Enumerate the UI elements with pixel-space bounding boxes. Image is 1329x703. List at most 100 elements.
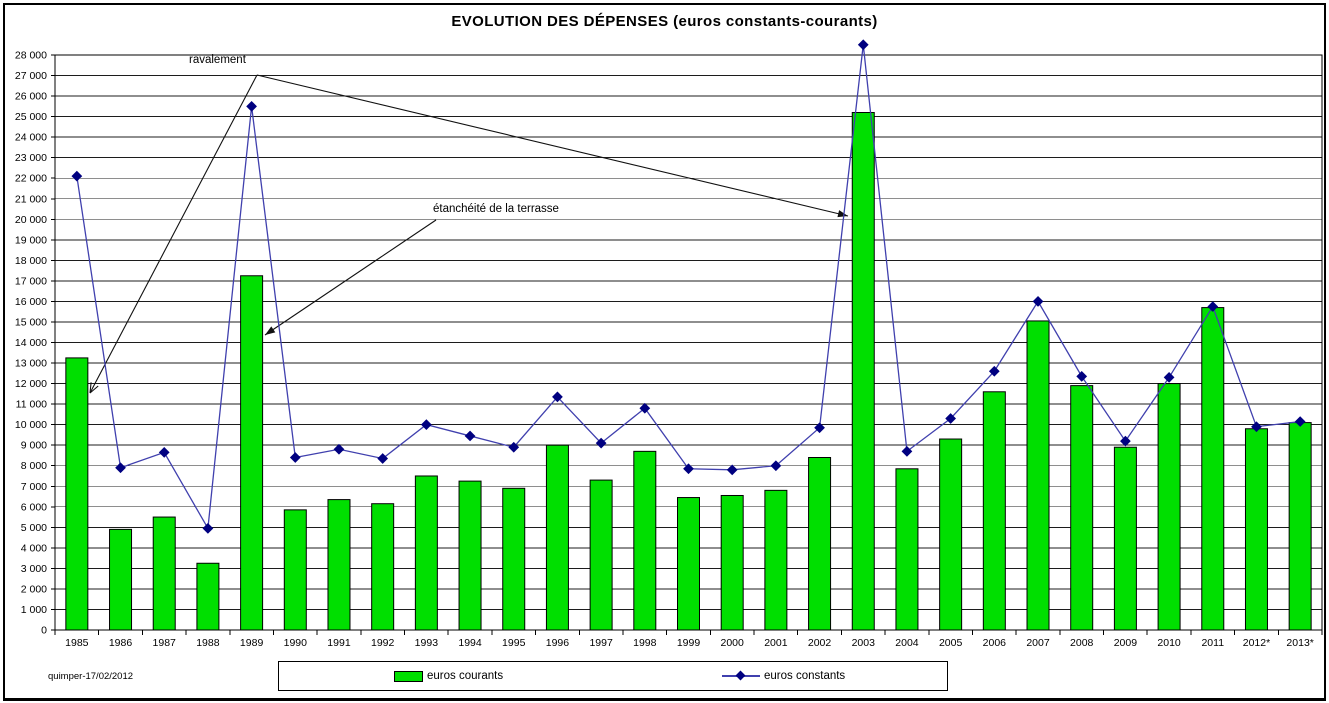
x-tick-label: 2013*	[1286, 637, 1313, 649]
x-tick-label: 1990	[284, 637, 308, 649]
y-tick-label: 25 000	[15, 111, 47, 123]
bar-1999	[677, 497, 700, 631]
x-tick-label: 2003	[852, 637, 876, 649]
marker-2010	[1163, 372, 1175, 383]
y-tick-label: 7 000	[21, 481, 47, 493]
annotation-line	[256, 74, 849, 217]
marker-1993	[420, 419, 432, 431]
y-tick-label: 2 000	[21, 583, 47, 595]
bar-2004	[895, 468, 919, 631]
arrowhead	[837, 210, 848, 218]
y-tick-label: 18 000	[15, 255, 47, 267]
x-tick-label: 1985	[65, 637, 89, 649]
bar-2001	[764, 489, 788, 631]
y-tick-label: 11 000	[16, 399, 47, 411]
x-tick-label: 2002	[808, 637, 832, 649]
bar-2003	[851, 112, 875, 631]
y-tick-label: 10 000	[15, 419, 47, 431]
y-tick-label: 21 000	[15, 193, 47, 205]
bar-2002	[808, 457, 832, 631]
y-tick-label: 17 000	[15, 275, 47, 287]
y-tick-label: 16 000	[15, 296, 47, 308]
footer-note: quimper-17/02/2012	[48, 671, 134, 682]
marker-1985	[71, 170, 83, 182]
marker-1988	[202, 522, 214, 534]
x-tick-label: 2012*	[1243, 637, 1270, 649]
x-tick-label: 1992	[371, 637, 395, 649]
x-tick-label: 2008	[1070, 637, 1094, 649]
bar-1998	[633, 450, 657, 631]
bar-2009	[1113, 446, 1137, 631]
bar-2006	[982, 391, 1006, 631]
arrowhead	[89, 382, 92, 394]
x-tick-label: 1999	[677, 637, 701, 649]
legend-item-euros-constants: euros constants	[722, 662, 845, 690]
x-tick-label: 1989	[240, 637, 264, 649]
legend-swatch-line	[722, 670, 760, 682]
marker-2004	[901, 445, 913, 457]
x-tick-label: 1994	[458, 637, 482, 649]
bar-2012*	[1244, 428, 1268, 631]
y-tick-label: 27 000	[15, 70, 47, 82]
bar-1996	[545, 444, 569, 631]
y-tick-label: 22 000	[15, 173, 47, 185]
x-tick-label: 2011	[1201, 637, 1224, 649]
y-tick-label: 6 000	[21, 501, 47, 513]
legend: euros courants euros constants	[278, 661, 948, 691]
bar-1990	[283, 509, 307, 631]
x-tick-label: 1996	[546, 637, 570, 649]
x-tick-label: 2006	[983, 637, 1007, 649]
marker-2003	[857, 39, 869, 51]
y-tick-label: 24 000	[15, 132, 47, 144]
arrowhead	[89, 385, 99, 394]
x-tick-label: 2005	[939, 637, 963, 649]
y-tick-label: 5 000	[21, 522, 47, 534]
marker-1986	[115, 462, 126, 474]
y-tick-label: 12 000	[15, 378, 47, 390]
y-tick-label: 4 000	[21, 542, 47, 554]
y-tick-label: 3 000	[21, 563, 47, 575]
arrowhead	[265, 326, 276, 335]
bar-1994	[458, 480, 482, 631]
bar-2011	[1201, 307, 1225, 631]
x-tick-label: 1993	[415, 637, 439, 649]
bar-1988	[196, 562, 220, 631]
x-tick-label: 2000	[721, 637, 745, 649]
bar-1989	[240, 275, 264, 631]
bar-1987	[152, 516, 176, 631]
x-tick-label: 2010	[1157, 637, 1181, 649]
legend-label-euros-constants: euros constants	[764, 670, 846, 682]
marker-1992	[377, 453, 389, 464]
y-tick-label: 15 000	[15, 316, 47, 328]
bar-1986	[109, 528, 133, 631]
x-tick-label: 1988	[196, 637, 220, 649]
annotation-line	[89, 74, 258, 394]
y-tick-label: 9 000	[21, 440, 47, 452]
marker-2008	[1076, 371, 1088, 382]
x-tick-label: 2004	[895, 637, 919, 649]
bar-2008	[1070, 385, 1094, 631]
y-tick-label: 28 000	[15, 50, 47, 62]
bar-1991	[327, 499, 351, 631]
marker-1987	[158, 446, 170, 458]
marker-2007	[1032, 296, 1044, 307]
y-tick-label: 23 000	[15, 152, 47, 164]
legend-line-diamond-icon	[735, 670, 746, 681]
y-tick-label: 0	[41, 625, 47, 637]
y-tick-label: 20 000	[15, 214, 47, 226]
x-tick-label: 1997	[589, 637, 613, 649]
bar-1995	[502, 487, 526, 631]
annotation-ravalement: ravalement	[189, 54, 246, 66]
marker-1989	[246, 100, 257, 112]
y-tick-label: 14 000	[15, 337, 47, 349]
legend-item-euros-courants: euros courants	[394, 662, 503, 690]
bar-2013*	[1288, 422, 1312, 631]
x-tick-label: 1987	[153, 637, 177, 649]
bar-1997	[589, 479, 613, 631]
legend-label-euros-courants: euros courants	[427, 670, 504, 682]
bar-1993	[414, 475, 438, 631]
bar-2010	[1157, 383, 1181, 631]
image-border	[3, 3, 1326, 701]
